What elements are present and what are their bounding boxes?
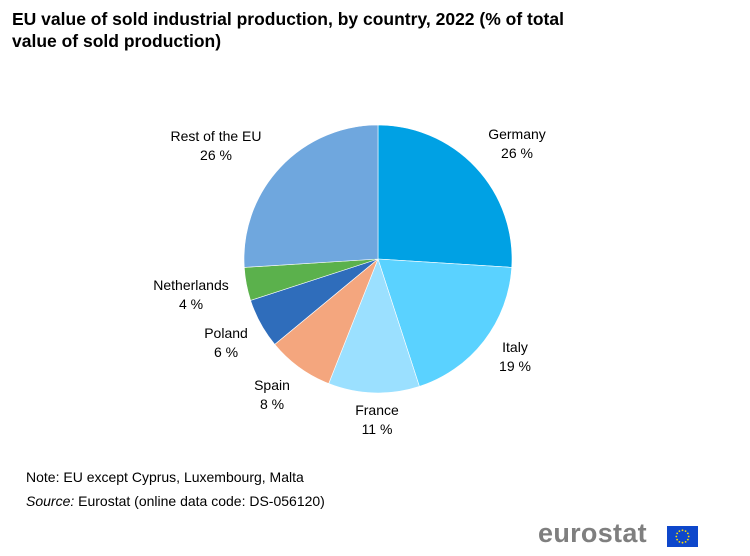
flag-star [678, 540, 681, 543]
flag-star [687, 535, 690, 538]
slice-value-italy: 19 % [499, 358, 531, 374]
slice-rest-of-the-eu[interactable] [243, 124, 379, 268]
flag-star [686, 538, 689, 541]
flag-star [686, 532, 689, 535]
slice-value-spain: 8 % [260, 396, 284, 412]
source-text: Eurostat (online data code: DS-056120) [74, 493, 325, 509]
logo-wordmark: eurostat [538, 518, 647, 548]
slice-value-germany: 26 % [501, 145, 533, 161]
slice-value-netherlands: 4 % [179, 296, 203, 312]
slice-value-poland: 6 % [214, 344, 238, 360]
flag-star [676, 538, 679, 541]
flag-star [676, 532, 679, 535]
slice-value-rest-of-the-eu: 26 % [200, 147, 232, 163]
slice-italy[interactable] [377, 258, 513, 387]
slice-label-france: France [355, 402, 399, 418]
footnotes: Note: EU except Cyprus, Luxembourg, Malt… [26, 465, 325, 513]
source-label: Source: [26, 493, 75, 509]
flag-star [681, 529, 684, 532]
note-text: Note: EU except Cyprus, Luxembourg, Malt… [26, 469, 304, 485]
source-line: Source: Eurostat (online data code: DS-0… [26, 489, 325, 513]
chart-title: EU value of sold industrial production, … [12, 9, 564, 51]
flag-star [681, 541, 684, 544]
slice-label-rest-of-the-eu: Rest of the EU [170, 128, 261, 144]
pie-labels: Germany 26 % Italy 19 % France 11 % Spain 8 % Po… [153, 126, 546, 437]
flag-star [684, 540, 687, 543]
slice-germany[interactable] [377, 124, 513, 268]
slice-label-germany: Germany [488, 126, 546, 142]
flag-star [684, 530, 687, 533]
slice-label-italy: Italy [502, 339, 528, 355]
slice-value-france: 11 % [362, 421, 393, 437]
slice-label-poland: Poland [204, 325, 248, 341]
eu-flag-icon [667, 526, 698, 547]
flag-star [675, 535, 678, 538]
flag-star [678, 530, 681, 533]
slice-label-spain: Spain [254, 377, 290, 393]
slice-label-netherlands: Netherlands [153, 277, 229, 293]
slice-france[interactable] [328, 258, 420, 394]
pie-slices [243, 124, 513, 394]
